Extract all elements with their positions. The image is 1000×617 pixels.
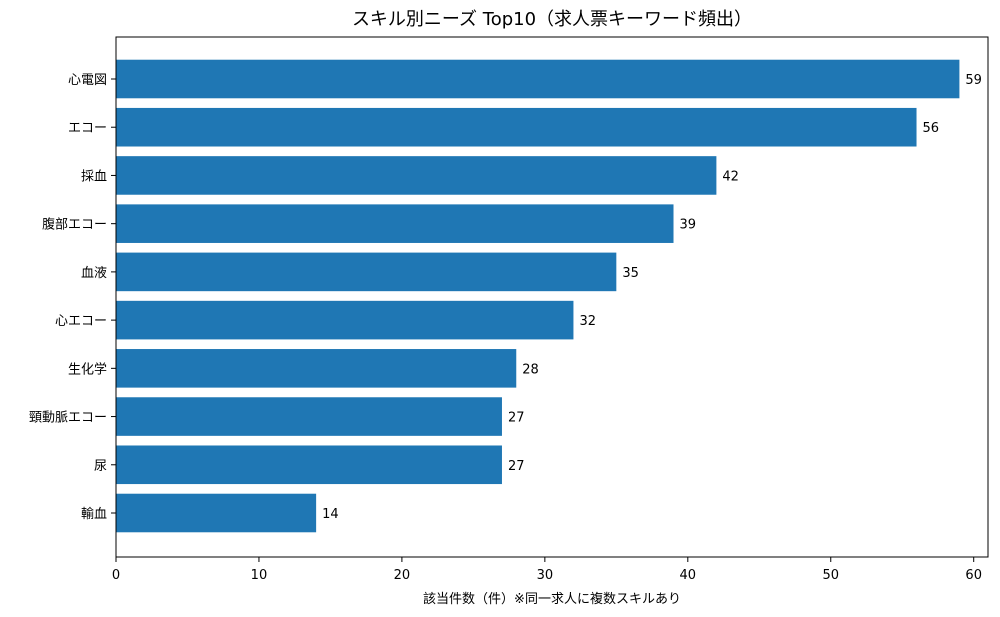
y-tick-label: 腹部エコー	[42, 217, 107, 233]
bar-value-label: 27	[508, 459, 525, 474]
x-tick-label: 50	[822, 568, 839, 583]
chart-title: スキル別ニーズ Top10（求人票キーワード頻出）	[352, 9, 752, 30]
x-axis-label: 該当件数（件）※同一求人に複数スキルあり	[423, 591, 681, 607]
bar	[116, 204, 674, 243]
bar-value-label: 27	[508, 411, 525, 426]
x-tick-label: 20	[394, 568, 411, 583]
bar-value-label: 39	[680, 218, 697, 233]
y-tick-label: 心電図	[68, 73, 107, 88]
plot-frame	[115, 36, 989, 558]
y-tick-label: エコー	[68, 121, 107, 136]
y-tick-label: 輸血	[81, 507, 107, 522]
y-tick-label: 心エコー	[55, 314, 107, 329]
bar-value-label: 59	[965, 73, 982, 88]
y-tick-label: 血液	[81, 266, 107, 281]
bar-value-label: 35	[622, 266, 639, 281]
x-tick-label: 30	[537, 568, 554, 583]
bar-value-label: 28	[522, 362, 539, 377]
bars-layer: 59 56 42 39 35 32 28 27 27 14	[116, 59, 982, 533]
x-tick-label: 40	[680, 568, 697, 583]
bar	[116, 107, 917, 147]
bar	[116, 397, 502, 436]
bar-value-label: 56	[923, 121, 940, 136]
bar	[116, 59, 960, 99]
bar	[116, 252, 617, 292]
bar	[116, 493, 317, 533]
bar	[116, 445, 502, 485]
y-tick-label: 採血	[81, 169, 107, 184]
bar-value-label: 14	[322, 507, 339, 522]
x-tick-label: 10	[251, 568, 268, 583]
y-tick-label: 尿	[94, 459, 107, 474]
bar	[116, 349, 517, 388]
x-axis: 0 10 20 30 40 50 60	[112, 557, 982, 583]
y-tick-label: 生化学	[68, 361, 107, 377]
x-tick-label: 60	[965, 568, 982, 583]
bar-value-label: 32	[579, 314, 596, 329]
bar-value-label: 42	[722, 169, 739, 184]
bar	[116, 300, 574, 340]
bar	[116, 156, 717, 195]
y-tick-label: 頸動脈エコー	[29, 411, 107, 426]
x-tick-label: 0	[112, 568, 120, 583]
